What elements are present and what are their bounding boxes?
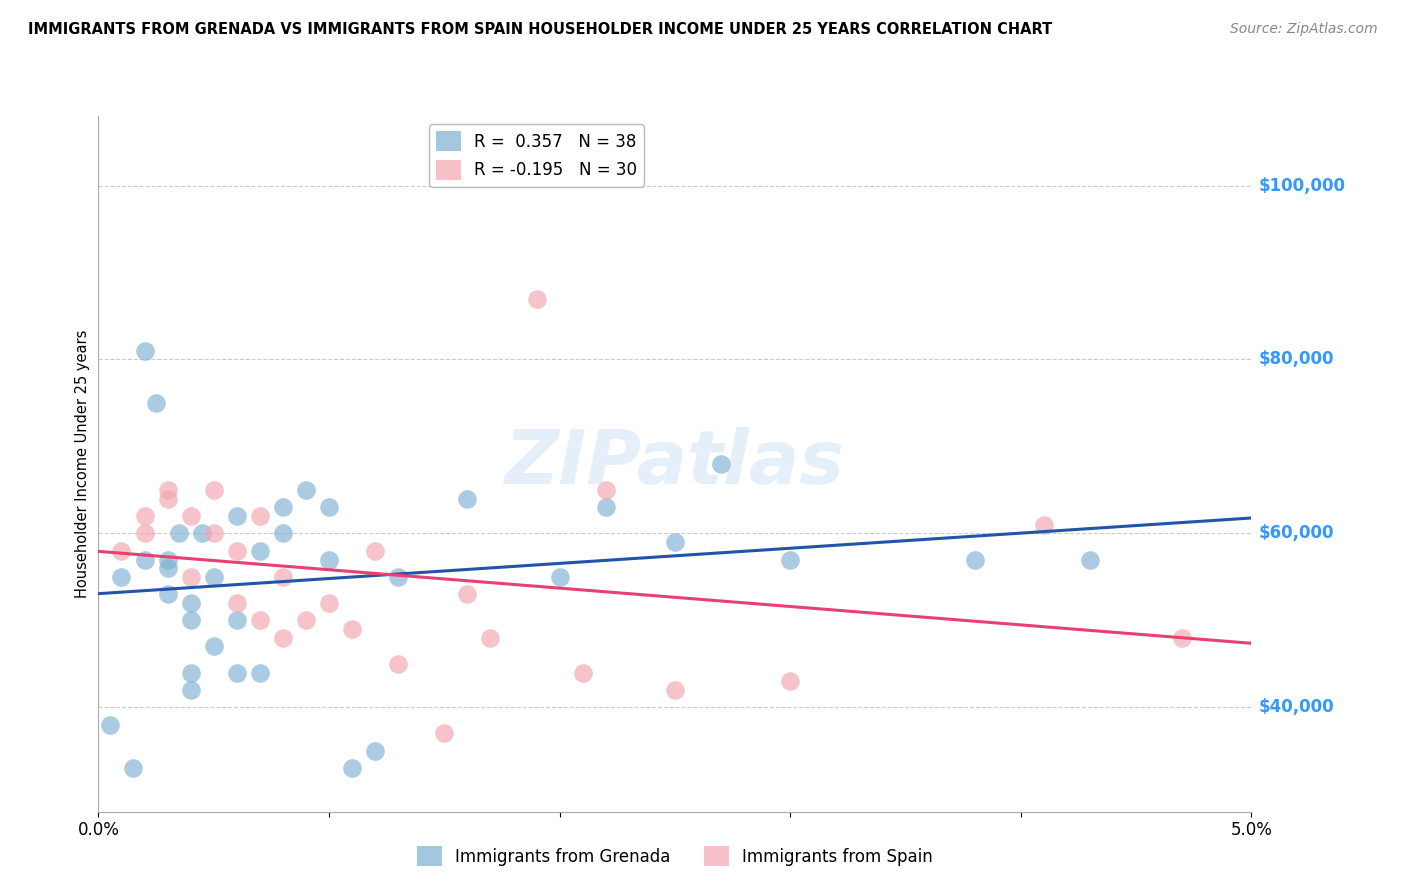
Point <box>225 614 247 628</box>
Point <box>271 570 294 584</box>
Point <box>180 596 202 610</box>
Point <box>340 622 363 636</box>
Point <box>180 508 202 523</box>
Point <box>526 292 548 306</box>
Point <box>202 570 225 584</box>
Text: $40,000: $40,000 <box>1258 698 1334 716</box>
Point <box>134 343 156 358</box>
Point <box>595 483 617 497</box>
Text: ZIPatlas: ZIPatlas <box>505 427 845 500</box>
Point <box>180 570 202 584</box>
Point <box>202 640 225 654</box>
Point <box>145 396 167 410</box>
Point <box>779 552 801 566</box>
Point <box>433 726 456 740</box>
Point <box>1032 517 1054 532</box>
Point <box>249 544 271 558</box>
Point <box>225 544 247 558</box>
Point <box>202 526 225 541</box>
Point <box>479 631 502 645</box>
Point <box>225 665 247 680</box>
Point <box>156 552 179 566</box>
Point <box>1171 631 1194 645</box>
Point <box>191 526 214 541</box>
Point <box>134 526 156 541</box>
Point <box>167 526 190 541</box>
Point <box>664 535 686 549</box>
Point <box>180 614 202 628</box>
Point <box>710 457 733 471</box>
Point <box>122 761 145 775</box>
Point <box>180 665 202 680</box>
Point <box>318 552 340 566</box>
Point <box>318 596 340 610</box>
Text: $80,000: $80,000 <box>1258 351 1334 368</box>
Text: Source: ZipAtlas.com: Source: ZipAtlas.com <box>1230 22 1378 37</box>
Point <box>156 483 179 497</box>
Point <box>271 526 294 541</box>
Point <box>456 491 478 506</box>
Point <box>456 587 478 601</box>
Point <box>249 665 271 680</box>
Point <box>271 631 294 645</box>
Text: IMMIGRANTS FROM GRENADA VS IMMIGRANTS FROM SPAIN HOUSEHOLDER INCOME UNDER 25 YEA: IMMIGRANTS FROM GRENADA VS IMMIGRANTS FR… <box>28 22 1052 37</box>
Point <box>156 561 179 575</box>
Point <box>225 596 247 610</box>
Point <box>134 508 156 523</box>
Point <box>295 614 318 628</box>
Point <box>963 552 986 566</box>
Point <box>387 657 409 671</box>
Point <box>202 483 225 497</box>
Point <box>225 508 247 523</box>
Point <box>548 570 571 584</box>
Point <box>364 744 387 758</box>
Y-axis label: Householder Income Under 25 years: Householder Income Under 25 years <box>75 330 90 598</box>
Legend: Immigrants from Grenada, Immigrants from Spain: Immigrants from Grenada, Immigrants from… <box>411 839 939 873</box>
Point <box>387 570 409 584</box>
Point <box>271 500 294 515</box>
Point <box>156 587 179 601</box>
Point <box>156 491 179 506</box>
Point <box>134 552 156 566</box>
Point <box>295 483 318 497</box>
Point <box>249 614 271 628</box>
Text: $60,000: $60,000 <box>1258 524 1334 542</box>
Point <box>1078 552 1101 566</box>
Point <box>779 674 801 689</box>
Point <box>571 665 593 680</box>
Point <box>110 544 132 558</box>
Text: $100,000: $100,000 <box>1258 177 1346 194</box>
Point <box>110 570 132 584</box>
Point <box>249 508 271 523</box>
Point <box>340 761 363 775</box>
Point <box>318 500 340 515</box>
Point <box>98 717 121 731</box>
Point <box>364 544 387 558</box>
Point <box>180 683 202 698</box>
Point <box>595 500 617 515</box>
Point <box>664 683 686 698</box>
